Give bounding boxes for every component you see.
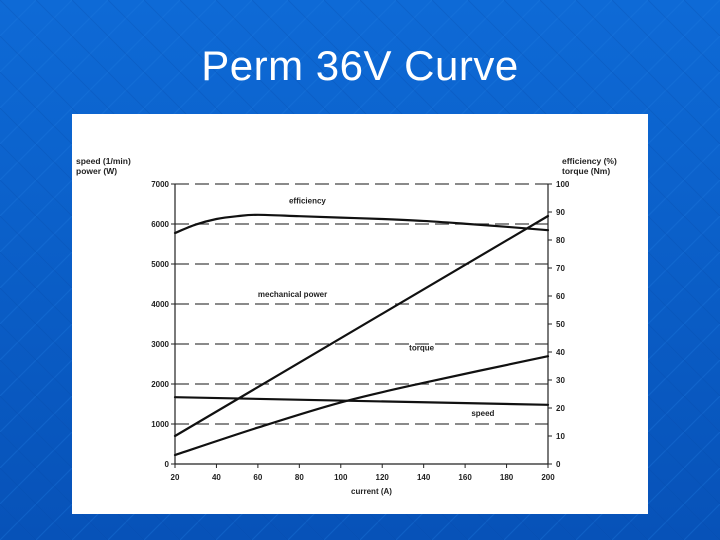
left-axis-caption: speed (1/min) power (W)	[76, 156, 131, 176]
x-tick-label-120: 120	[376, 473, 390, 482]
left-tick-label-5000: 5000	[151, 260, 169, 269]
x-tick-label-100: 100	[334, 473, 348, 482]
chart-plot: 0 1000 2000 3000 4000 5000 6000 7000 0 10 20 30 40 50…	[151, 180, 570, 496]
right-tick-label-10: 10	[556, 432, 565, 441]
left-tick-label-4000: 4000	[151, 300, 169, 309]
right-tick-label-30: 30	[556, 376, 565, 385]
left-tick-label-7000: 7000	[151, 180, 169, 189]
series-line-efficiency	[173, 213, 550, 235]
left-tick-label-0: 0	[165, 460, 170, 469]
x-tick-label-40: 40	[212, 473, 221, 482]
x-tick-label-180: 180	[500, 473, 514, 482]
series-line-torque	[173, 355, 550, 457]
right-tick-label-0: 0	[556, 460, 561, 469]
right-tick-label-20: 20	[556, 404, 565, 413]
chart-panel: speed (1/min) power (W) efficiency (%) t…	[72, 114, 648, 514]
x-tick-label-60: 60	[253, 473, 262, 482]
x-tick-label-20: 20	[171, 473, 180, 482]
series-label-mechanical-power: mechanical power	[258, 290, 327, 299]
x-tick-label-80: 80	[295, 473, 304, 482]
right-tick-label-60: 60	[556, 292, 565, 301]
right-axis-caption: efficiency (%) torque (Nm)	[562, 156, 617, 176]
right-axis-label-efficiency: efficiency (%)	[562, 156, 617, 166]
series-label-efficiency: efficiency	[289, 197, 326, 206]
left-tick-label-2000: 2000	[151, 380, 169, 389]
left-axis-label-speed: speed (1/min)	[76, 156, 131, 166]
x-tick-label-140: 140	[417, 473, 431, 482]
right-axis-label-torque: torque (Nm)	[562, 166, 611, 176]
slide-title: Perm 36V Curve	[201, 42, 519, 89]
right-tick-label-80: 80	[556, 236, 565, 245]
series-label-speed: speed	[471, 409, 494, 418]
x-tick-label-160: 160	[458, 473, 472, 482]
x-axis-label: current (A)	[351, 487, 392, 496]
series-line-speed	[173, 396, 550, 406]
right-tick-label-100: 100	[556, 180, 570, 189]
right-tick-label-70: 70	[556, 264, 565, 273]
x-tick-label-200: 200	[541, 473, 555, 482]
left-tick-label-6000: 6000	[151, 220, 169, 229]
left-tick-label-3000: 3000	[151, 340, 169, 349]
right-tick-label-50: 50	[556, 320, 565, 329]
series-label-torque: torque	[409, 344, 434, 353]
left-axis-label-power: power (W)	[76, 166, 118, 176]
right-tick-label-90: 90	[556, 208, 565, 217]
right-tick-label-40: 40	[556, 348, 565, 357]
left-tick-label-1000: 1000	[151, 420, 169, 429]
